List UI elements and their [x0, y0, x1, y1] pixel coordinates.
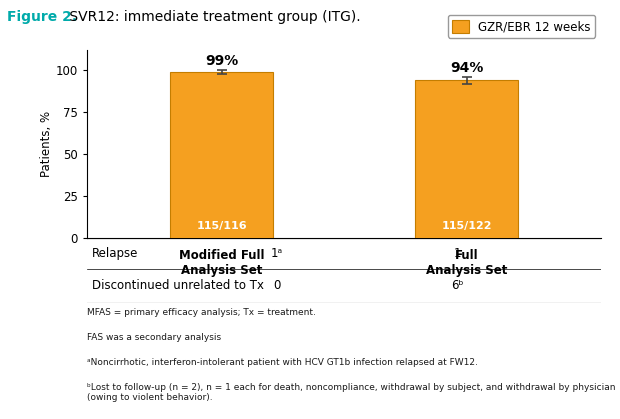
Bar [415, 80, 518, 238]
Bar [170, 72, 273, 238]
Text: ᵇLost to follow-up (n = 2), n = 1 each for death, noncompliance, withdrawal by s: ᵇLost to follow-up (n = 2), n = 1 each f… [87, 383, 615, 402]
Text: 1ᵃ: 1ᵃ [271, 247, 283, 260]
Y-axis label: Patients, %: Patients, % [40, 111, 53, 177]
Text: Relapse: Relapse [92, 247, 138, 260]
Text: 115/116: 115/116 [197, 221, 247, 231]
Text: 0: 0 [273, 279, 281, 292]
Text: 99%: 99% [205, 54, 238, 67]
Text: Figure 2.: Figure 2. [7, 10, 78, 24]
Legend: GZR/EBR 12 weeks: GZR/EBR 12 weeks [448, 15, 595, 38]
Text: Discontinued unrelated to Tx: Discontinued unrelated to Tx [92, 279, 264, 292]
Text: MFAS = primary efficacy analysis; Tx = treatment.: MFAS = primary efficacy analysis; Tx = t… [87, 308, 316, 317]
Text: SVR12: immediate treatment group (ITG).: SVR12: immediate treatment group (ITG). [65, 10, 361, 24]
Text: 115/122: 115/122 [441, 221, 492, 231]
Text: 94%: 94% [450, 60, 484, 75]
Text: ᵃNoncirrhotic, interferon-intolerant patient with HCV GT1b infection relapsed at: ᵃNoncirrhotic, interferon-intolerant pat… [87, 358, 477, 367]
Text: 1: 1 [454, 247, 461, 260]
Text: 6ᵇ: 6ᵇ [451, 279, 464, 292]
Text: FAS was a secondary analysis: FAS was a secondary analysis [87, 333, 221, 342]
